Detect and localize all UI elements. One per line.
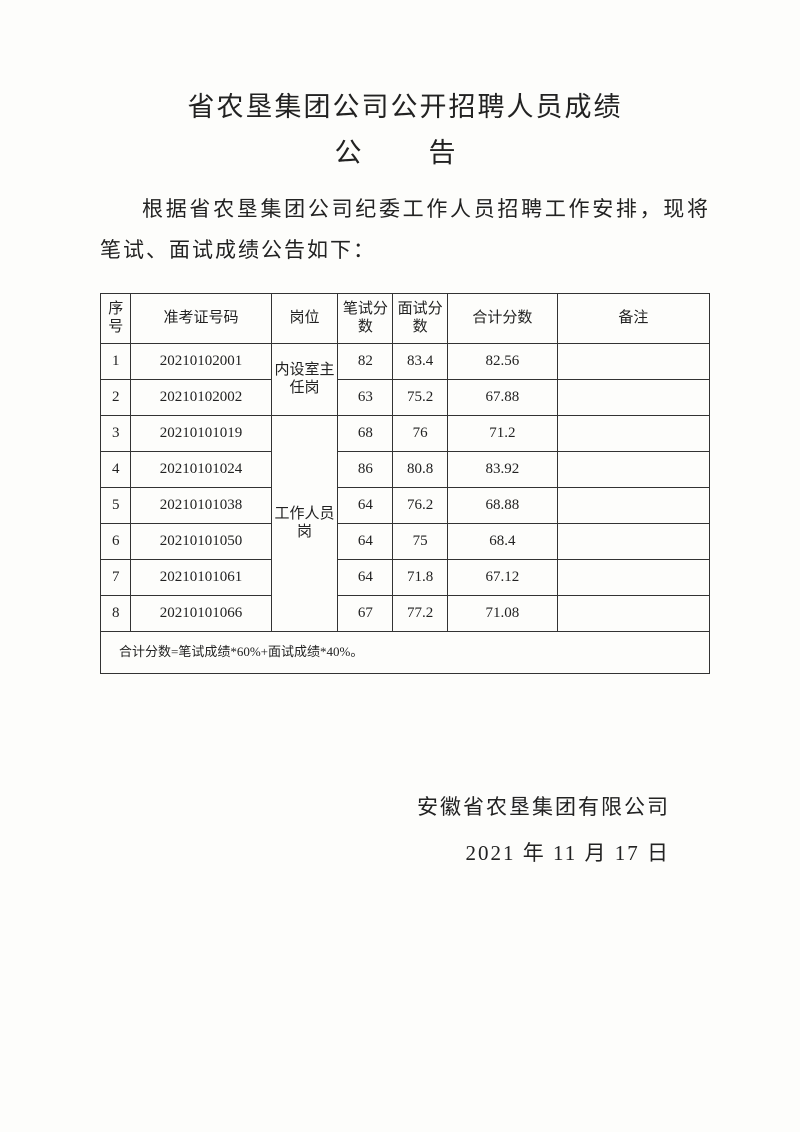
cell-exam-no: 20210101038 (131, 487, 271, 523)
page-title-line2: 公 告 (100, 131, 710, 177)
cell-seq: 8 (101, 595, 131, 631)
col-remark: 备注 (557, 293, 709, 343)
cell-remark (557, 523, 709, 559)
cell-seq: 5 (101, 487, 131, 523)
cell-written: 64 (338, 487, 393, 523)
cell-interview: 71.8 (393, 559, 448, 595)
table-row: 620210101050 647568.4 (101, 523, 710, 559)
cell-remark (557, 379, 709, 415)
table-footnote: 合计分数=笔试成绩*60%+面试成绩*40%。 (101, 631, 710, 673)
cell-interview: 75.2 (393, 379, 448, 415)
col-post: 岗位 (271, 293, 338, 343)
cell-total: 67.12 (448, 559, 558, 595)
table-header-row: 序号 准考证号码 岗位 笔试分数 面试分数 合计分数 备注 (101, 293, 710, 343)
cell-exam-no: 20210101050 (131, 523, 271, 559)
cell-seq: 7 (101, 559, 131, 595)
score-table: 序号 准考证号码 岗位 笔试分数 面试分数 合计分数 备注 1202101020… (100, 293, 710, 674)
cell-remark (557, 487, 709, 523)
col-exam-no: 准考证号码 (131, 293, 271, 343)
cell-seq: 3 (101, 415, 131, 451)
signature-block: 安徽省农垦集团有限公司 2021 年 11 月 17 日 (100, 784, 710, 876)
cell-interview: 77.2 (393, 595, 448, 631)
signature-date: 2021 年 11 月 17 日 (100, 830, 670, 876)
col-written: 笔试分数 (338, 293, 393, 343)
cell-exam-no: 20210101024 (131, 451, 271, 487)
cell-interview: 75 (393, 523, 448, 559)
cell-exam-no: 20210102001 (131, 343, 271, 379)
cell-seq: 2 (101, 379, 131, 415)
intro-paragraph: 根据省农垦集团公司纪委工作人员招聘工作安排，现将笔试、面试成绩公告如下： (100, 189, 710, 271)
intro-text: 根据省农垦集团公司纪委工作人员招聘工作安排，现将笔试、面试成绩公告如下： (100, 189, 710, 271)
table-row: 720210101061 6471.867.12 (101, 559, 710, 595)
cell-remark (557, 559, 709, 595)
cell-exam-no: 20210101019 (131, 415, 271, 451)
cell-total: 71.2 (448, 415, 558, 451)
cell-remark (557, 595, 709, 631)
table-row: 120210102001内设室主任岗8283.482.56 (101, 343, 710, 379)
cell-written: 64 (338, 559, 393, 595)
cell-written: 67 (338, 595, 393, 631)
cell-seq: 4 (101, 451, 131, 487)
cell-written: 86 (338, 451, 393, 487)
cell-remark (557, 415, 709, 451)
cell-total: 71.08 (448, 595, 558, 631)
score-table-body: 120210102001内设室主任岗8283.482.5622021010200… (101, 343, 710, 631)
cell-remark (557, 343, 709, 379)
cell-exam-no: 20210102002 (131, 379, 271, 415)
col-total: 合计分数 (448, 293, 558, 343)
cell-exam-no: 20210101066 (131, 595, 271, 631)
cell-remark (557, 451, 709, 487)
table-row: 220210102002 6375.267.88 (101, 379, 710, 415)
cell-written: 63 (338, 379, 393, 415)
cell-interview: 76 (393, 415, 448, 451)
table-row: 420210101024 8680.883.92 (101, 451, 710, 487)
signature-org: 安徽省农垦集团有限公司 (100, 784, 670, 830)
cell-total: 83.92 (448, 451, 558, 487)
cell-total: 68.88 (448, 487, 558, 523)
cell-written: 64 (338, 523, 393, 559)
table-row: 320210101019工作人员岗687671.2 (101, 415, 710, 451)
cell-exam-no: 20210101061 (131, 559, 271, 595)
cell-total: 67.88 (448, 379, 558, 415)
cell-written: 82 (338, 343, 393, 379)
cell-written: 68 (338, 415, 393, 451)
cell-interview: 80.8 (393, 451, 448, 487)
cell-seq: 1 (101, 343, 131, 379)
col-interview: 面试分数 (393, 293, 448, 343)
table-footnote-row: 合计分数=笔试成绩*60%+面试成绩*40%。 (101, 631, 710, 673)
cell-interview: 83.4 (393, 343, 448, 379)
cell-post: 工作人员岗 (271, 415, 338, 631)
cell-post: 内设室主任岗 (271, 343, 338, 415)
cell-seq: 6 (101, 523, 131, 559)
page-title-line1: 省农垦集团公司公开招聘人员成绩 (100, 85, 710, 131)
cell-total: 82.56 (448, 343, 558, 379)
col-seq: 序号 (101, 293, 131, 343)
cell-interview: 76.2 (393, 487, 448, 523)
cell-total: 68.4 (448, 523, 558, 559)
table-row: 820210101066 6777.271.08 (101, 595, 710, 631)
table-row: 520210101038 6476.268.88 (101, 487, 710, 523)
